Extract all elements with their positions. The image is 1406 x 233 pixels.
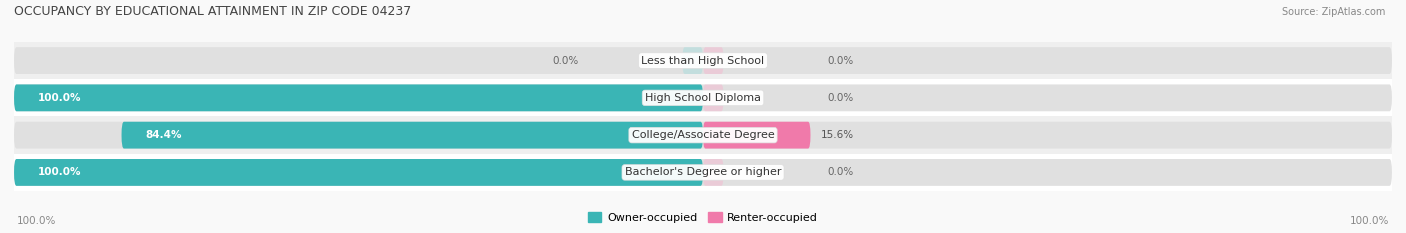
Text: Source: ZipAtlas.com: Source: ZipAtlas.com	[1281, 7, 1385, 17]
Text: 0.0%: 0.0%	[553, 56, 579, 65]
FancyBboxPatch shape	[14, 84, 1392, 111]
Text: 100.0%: 100.0%	[38, 93, 82, 103]
Text: College/Associate Degree: College/Associate Degree	[631, 130, 775, 140]
Text: High School Diploma: High School Diploma	[645, 93, 761, 103]
Text: OCCUPANCY BY EDUCATIONAL ATTAINMENT IN ZIP CODE 04237: OCCUPANCY BY EDUCATIONAL ATTAINMENT IN Z…	[14, 5, 412, 18]
Text: Bachelor's Degree or higher: Bachelor's Degree or higher	[624, 168, 782, 177]
FancyBboxPatch shape	[14, 47, 1392, 74]
Text: 15.6%: 15.6%	[821, 130, 853, 140]
Text: 84.4%: 84.4%	[146, 130, 183, 140]
FancyBboxPatch shape	[703, 159, 724, 186]
Legend: Owner-occupied, Renter-occupied: Owner-occupied, Renter-occupied	[583, 208, 823, 227]
Text: Less than High School: Less than High School	[641, 56, 765, 65]
Text: 100.0%: 100.0%	[38, 168, 82, 177]
Bar	[14, 116, 1392, 154]
FancyBboxPatch shape	[703, 122, 810, 149]
Text: 0.0%: 0.0%	[827, 168, 853, 177]
FancyBboxPatch shape	[703, 47, 724, 74]
Text: 0.0%: 0.0%	[827, 93, 853, 103]
Text: 100.0%: 100.0%	[17, 216, 56, 226]
FancyBboxPatch shape	[14, 159, 1392, 186]
Text: 100.0%: 100.0%	[1350, 216, 1389, 226]
Bar	[14, 79, 1392, 116]
FancyBboxPatch shape	[14, 84, 703, 111]
FancyBboxPatch shape	[682, 47, 703, 74]
FancyBboxPatch shape	[14, 122, 1392, 149]
Bar	[14, 42, 1392, 79]
Bar	[14, 154, 1392, 191]
Text: 0.0%: 0.0%	[827, 56, 853, 65]
FancyBboxPatch shape	[14, 159, 703, 186]
FancyBboxPatch shape	[121, 122, 703, 149]
FancyBboxPatch shape	[703, 84, 724, 111]
